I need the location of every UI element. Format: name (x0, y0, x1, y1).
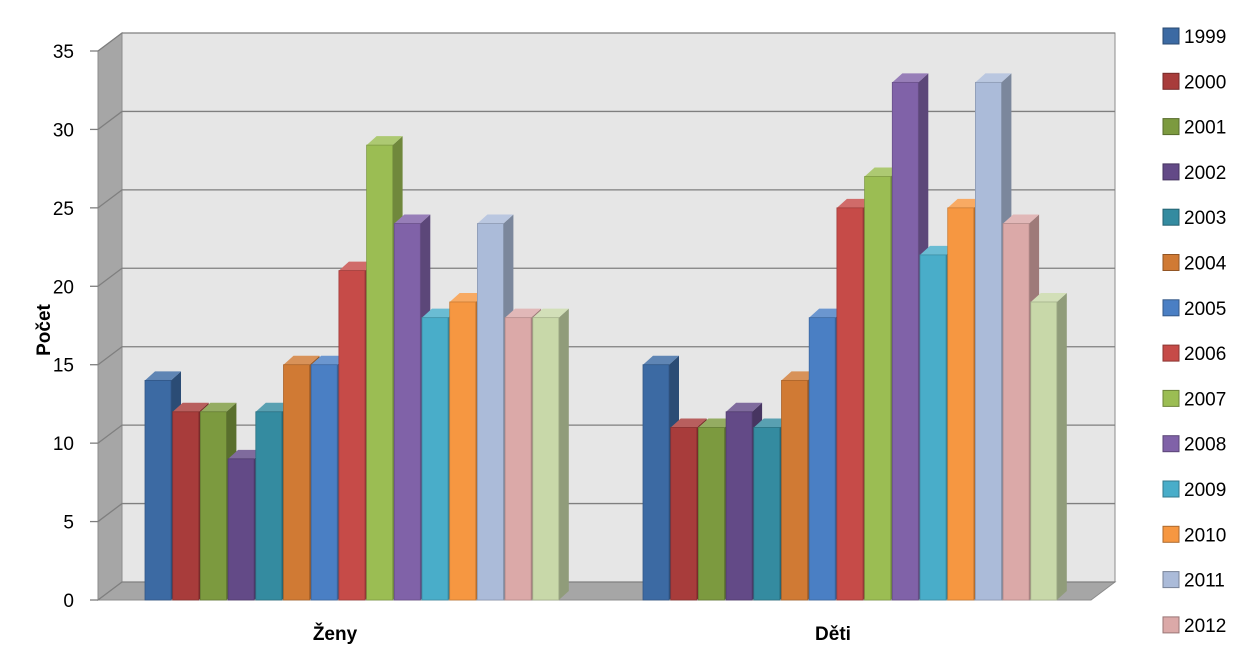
legend: 1999 2000 2001 2002 2003 2004 2005 2006 2007 2008… (1162, 27, 1227, 637)
legend-label: 2003 (1184, 208, 1226, 229)
legend-label: 1999 (1184, 27, 1226, 48)
legend-swatch (1162, 571, 1180, 589)
y-tick-label: 15 (53, 356, 74, 377)
legend-label: 2012 (1184, 616, 1226, 637)
legend-item-2009: 2009 (1162, 480, 1226, 501)
legend-label: 2002 (1184, 163, 1226, 184)
legend-label: 2007 (1184, 389, 1226, 410)
legend-item-2010: 2010 (1162, 525, 1226, 546)
legend-item-2008: 2008 (1162, 435, 1226, 456)
legend-item-2002: 2002 (1162, 163, 1226, 184)
y-tick-label: 35 (53, 42, 74, 63)
legend-swatch (1162, 118, 1180, 136)
y-tick-label: 0 (63, 591, 74, 612)
legend-item-2006: 2006 (1162, 344, 1226, 365)
legend-item-2003: 2003 (1162, 208, 1226, 229)
y-tick-label: 10 (53, 434, 74, 455)
legend-label: 2008 (1184, 435, 1226, 456)
legend-swatch (1162, 163, 1180, 181)
gridline (97, 110, 1115, 130)
legend-label: 2005 (1184, 299, 1226, 320)
bar-2013-1 (1030, 292, 1067, 601)
gridline (97, 32, 1115, 52)
legend-label: 2011 (1184, 571, 1225, 592)
side-wall (97, 32, 123, 601)
legend-swatch (1162, 435, 1180, 453)
category-label: Děti (815, 624, 851, 645)
legend-label: 2001 (1184, 118, 1226, 139)
legend-item-2007: 2007 (1162, 389, 1226, 410)
legend-swatch (1162, 344, 1180, 362)
gridline (97, 346, 1115, 366)
legend-swatch (1162, 389, 1180, 407)
legend-label: 2004 (1184, 254, 1227, 275)
bar-2013-0 (532, 308, 569, 601)
legend-swatch (1162, 208, 1180, 226)
bars (144, 73, 1067, 601)
y-axis-label: Počet (34, 303, 55, 355)
legend-label: 2006 (1184, 344, 1226, 365)
y-tick-label: 25 (53, 199, 74, 220)
legend-swatch (1162, 254, 1180, 271)
y-tick-label: 5 (63, 513, 74, 534)
legend-item-2012: 2012 (1162, 616, 1226, 637)
legend-item-2005: 2005 (1162, 299, 1226, 320)
y-tick-label: 30 (53, 120, 74, 141)
y-tick-label: 20 (53, 277, 74, 298)
legend-swatch (1162, 480, 1180, 498)
legend-label: 2000 (1184, 72, 1226, 93)
legend-label: 2010 (1184, 525, 1226, 546)
legend-swatch (1162, 299, 1180, 317)
legend-swatch (1162, 27, 1180, 45)
legend-swatch (1162, 525, 1180, 543)
legend-swatch (1162, 616, 1180, 634)
legend-item-2011: 2011 (1162, 571, 1225, 592)
legend-item-1999: 1999 (1162, 27, 1226, 48)
gridline (97, 189, 1115, 209)
legend-swatch (1162, 72, 1180, 90)
legend-label: 2009 (1184, 480, 1226, 501)
legend-item-2001: 2001 (1162, 118, 1226, 139)
gridline (97, 267, 1115, 287)
x-axis-categories: Ženy Děti (313, 623, 851, 645)
bar-2008-1 (891, 73, 929, 601)
y-axis-ticks: 0 5 10 15 20 25 30 35 (53, 42, 98, 612)
legend-item-2000: 2000 (1162, 72, 1226, 93)
legend-item-2004: 2004 (1162, 254, 1227, 275)
category-label: Ženy (313, 623, 358, 645)
